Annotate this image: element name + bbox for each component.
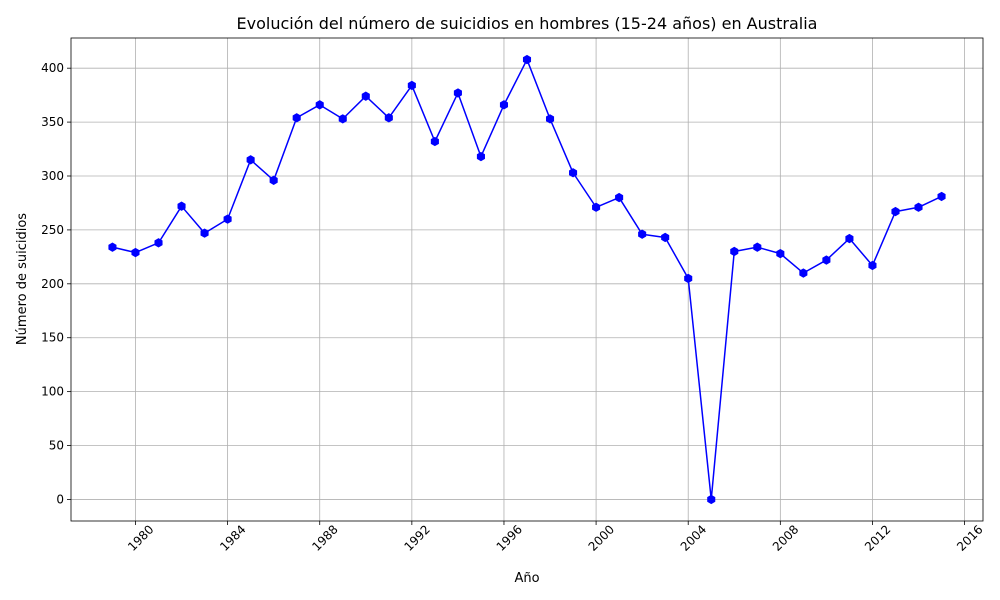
y-tick-label: 50: [49, 439, 64, 453]
data-point: [453, 88, 462, 98]
chart-title: Evolución del número de suicidios en hom…: [237, 14, 818, 33]
data-point: [476, 151, 485, 162]
data-point: [569, 168, 578, 178]
data-point: [315, 100, 324, 110]
y-tick-label: 200: [41, 277, 64, 291]
y-tick-label: 300: [41, 169, 64, 183]
data-point: [338, 114, 347, 124]
data-point: [661, 232, 670, 243]
plot-frame: [70, 37, 984, 522]
data-point: [776, 248, 785, 259]
data-point: [638, 229, 647, 239]
data-point: [499, 100, 509, 110]
data-point: [384, 113, 393, 123]
x-axis-title: Año: [514, 571, 539, 586]
data-point: [868, 260, 877, 271]
data-point: [292, 113, 301, 123]
data-point: [407, 80, 416, 91]
data-point: [891, 206, 900, 217]
data-point: [246, 155, 255, 165]
data-point: [914, 202, 923, 212]
y-tick-label: 100: [41, 385, 64, 399]
y-tick-label: 350: [41, 115, 64, 129]
y-axis-title: Número de suicidios: [15, 213, 30, 345]
y-tick-label: 150: [41, 331, 64, 345]
y-tick-label: 0: [56, 492, 64, 506]
data-point: [937, 191, 946, 202]
data-point: [522, 54, 532, 65]
data-point: [545, 114, 555, 124]
data-point: [615, 192, 624, 203]
data-point: [822, 255, 831, 265]
grid: [71, 38, 983, 521]
data-point: [177, 201, 186, 211]
data-point: [269, 175, 278, 185]
data-point: [430, 136, 439, 147]
data-point: [707, 494, 716, 505]
data-point: [684, 273, 693, 284]
data-point: [361, 91, 370, 101]
data-point: [753, 242, 762, 252]
data-point: [200, 228, 209, 238]
data-point: [154, 238, 163, 248]
y-tick-label: 250: [41, 223, 64, 237]
data-point: [730, 246, 739, 257]
data-point: [592, 202, 601, 212]
data-point: [799, 268, 808, 278]
data-point: [108, 242, 117, 252]
y-tick-label: 400: [41, 61, 64, 75]
data-point: [223, 214, 232, 224]
series: [108, 54, 946, 505]
data-point: [131, 247, 140, 258]
data-point: [845, 233, 854, 244]
